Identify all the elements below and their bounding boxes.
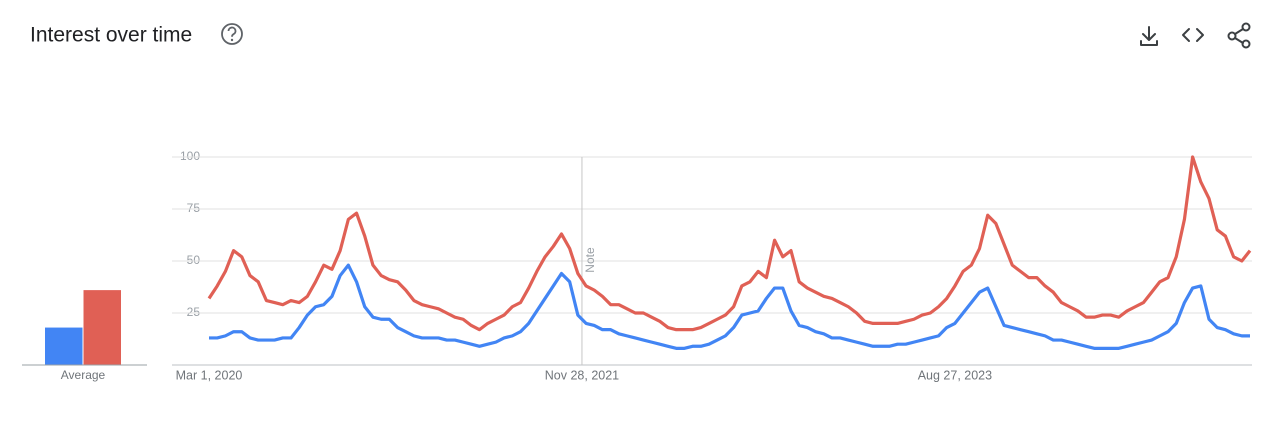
y-tick-label: 100 [180, 149, 200, 163]
help-icon[interactable] [221, 23, 243, 45]
x-tick-label: Nov 28, 2021 [545, 368, 619, 382]
y-tick-label: 50 [187, 253, 201, 267]
x-tick-label: Mar 1, 2020 [176, 368, 243, 382]
y-tick-label: 75 [187, 201, 201, 215]
share-button[interactable] [1227, 22, 1251, 49]
y-tick-label: 25 [187, 305, 201, 319]
trend-line [209, 263, 1250, 350]
average-bar [45, 327, 83, 365]
average-bar [83, 290, 121, 365]
trend-line [207, 155, 1252, 332]
average-label: Average [61, 368, 106, 382]
chart-title: Interest over time [30, 24, 192, 47]
x-tick-label: Aug 27, 2023 [918, 368, 992, 382]
note-label: Note [583, 247, 597, 273]
embed-button[interactable] [1182, 28, 1204, 42]
download-button[interactable] [1140, 26, 1158, 46]
